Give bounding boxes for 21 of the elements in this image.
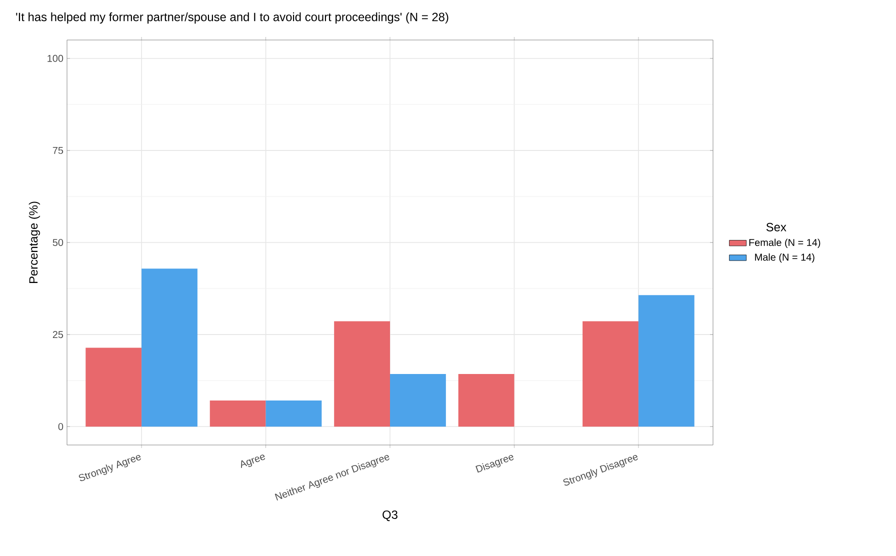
bar bbox=[266, 400, 322, 427]
y-axis-title: Percentage (%) bbox=[28, 202, 40, 284]
y-tick-label: 50 bbox=[52, 238, 64, 246]
bar bbox=[210, 400, 266, 427]
y-tick-label: 75 bbox=[52, 146, 64, 154]
legend-label: Male (N = 14) bbox=[755, 253, 814, 263]
bar bbox=[638, 295, 694, 427]
bar bbox=[582, 321, 638, 427]
bar bbox=[86, 348, 142, 427]
chart-title: 'It has helped my former partner/spouse and I to avoid court proceedings' (N = 28) bbox=[16, 12, 448, 24]
y-tick-label: 0 bbox=[58, 423, 64, 430]
legend-title: Sex bbox=[766, 222, 786, 232]
x-axis-title: Q3 bbox=[382, 510, 398, 522]
bar bbox=[458, 374, 514, 427]
bar bbox=[390, 374, 446, 427]
bar bbox=[142, 268, 198, 427]
y-tick-label: 100 bbox=[48, 54, 64, 62]
y-tick-label: 25 bbox=[52, 331, 64, 338]
bar bbox=[334, 321, 390, 427]
x-tick-label: Agree bbox=[241, 454, 266, 468]
legend-label: Female (N = 14) bbox=[749, 238, 820, 248]
